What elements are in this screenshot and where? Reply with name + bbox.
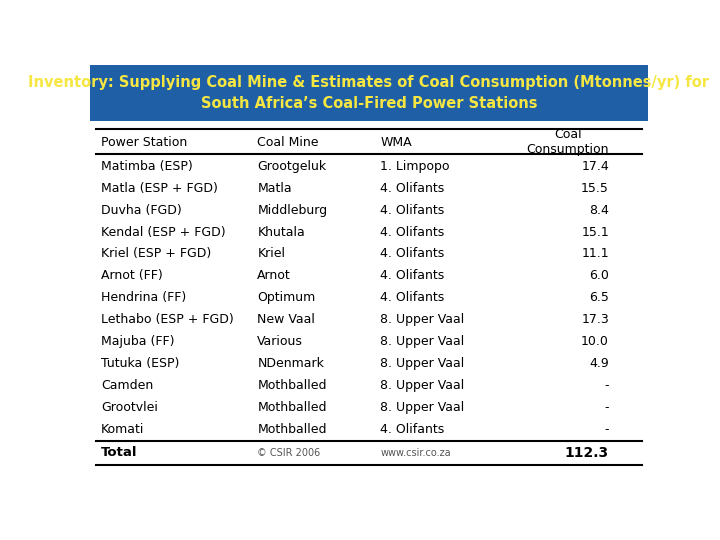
Text: 11.1: 11.1 [581, 247, 609, 260]
Text: 15.5: 15.5 [581, 182, 609, 195]
Text: 1. Limpopo: 1. Limpopo [380, 160, 450, 173]
Text: New Vaal: New Vaal [258, 313, 315, 326]
Text: Matla: Matla [258, 182, 292, 195]
Text: Tutuka (ESP): Tutuka (ESP) [101, 357, 179, 370]
Text: Kriel: Kriel [258, 247, 285, 260]
Text: -: - [605, 379, 609, 392]
Text: Mothballed: Mothballed [258, 379, 327, 392]
Text: www.csir.co.za: www.csir.co.za [380, 448, 451, 458]
Text: Komati: Komati [101, 423, 145, 436]
Text: Mothballed: Mothballed [258, 423, 327, 436]
Text: Matla (ESP + FGD): Matla (ESP + FGD) [101, 182, 218, 195]
Text: Arnot: Arnot [258, 269, 291, 282]
Text: Grootvlei: Grootvlei [101, 401, 158, 414]
Text: 4. Olifants: 4. Olifants [380, 269, 444, 282]
Text: 17.3: 17.3 [581, 313, 609, 326]
Text: Lethabo (ESP + FGD): Lethabo (ESP + FGD) [101, 313, 234, 326]
Text: 8. Upper Vaal: 8. Upper Vaal [380, 335, 464, 348]
Text: Mothballed: Mothballed [258, 401, 327, 414]
Text: 6.0: 6.0 [589, 269, 609, 282]
Text: 8.4: 8.4 [589, 204, 609, 217]
Text: 8. Upper Vaal: 8. Upper Vaal [380, 401, 464, 414]
Text: 17.4: 17.4 [581, 160, 609, 173]
Text: 4. Olifants: 4. Olifants [380, 423, 444, 436]
Text: Camden: Camden [101, 379, 153, 392]
FancyBboxPatch shape [90, 65, 648, 121]
Text: 8. Upper Vaal: 8. Upper Vaal [380, 379, 464, 392]
Text: South Africa’s Coal-Fired Power Stations: South Africa’s Coal-Fired Power Stations [201, 96, 537, 111]
Text: Coal
Consumption: Coal Consumption [526, 129, 609, 157]
Text: WMA: WMA [380, 136, 412, 149]
Text: 6.5: 6.5 [589, 291, 609, 304]
Text: Khutala: Khutala [258, 226, 305, 239]
Text: Total: Total [101, 446, 138, 459]
Text: NDenmark: NDenmark [258, 357, 324, 370]
Text: 8. Upper Vaal: 8. Upper Vaal [380, 313, 464, 326]
Text: Power Station: Power Station [101, 136, 187, 149]
Text: 4. Olifants: 4. Olifants [380, 247, 444, 260]
Text: Duvha (FGD): Duvha (FGD) [101, 204, 182, 217]
Text: Coal Mine: Coal Mine [258, 136, 319, 149]
Text: 112.3: 112.3 [564, 446, 609, 460]
Text: Matimba (ESP): Matimba (ESP) [101, 160, 193, 173]
Text: 10.0: 10.0 [581, 335, 609, 348]
Text: Optimum: Optimum [258, 291, 315, 304]
Text: Middleburg: Middleburg [258, 204, 328, 217]
Text: Hendrina (FF): Hendrina (FF) [101, 291, 186, 304]
Text: Inventory: Supplying Coal Mine & Estimates of Coal Consumption (Mtonnes/yr) for: Inventory: Supplying Coal Mine & Estimat… [29, 75, 709, 90]
Text: -: - [605, 401, 609, 414]
Text: Arnot (FF): Arnot (FF) [101, 269, 163, 282]
Text: 4.9: 4.9 [589, 357, 609, 370]
Text: 4. Olifants: 4. Olifants [380, 182, 444, 195]
Text: Various: Various [258, 335, 303, 348]
Text: 4. Olifants: 4. Olifants [380, 291, 444, 304]
Text: Majuba (FF): Majuba (FF) [101, 335, 175, 348]
Text: -: - [605, 423, 609, 436]
Text: 8. Upper Vaal: 8. Upper Vaal [380, 357, 464, 370]
Text: Grootgeluk: Grootgeluk [258, 160, 327, 173]
Text: © CSIR 2006: © CSIR 2006 [258, 448, 320, 458]
Text: Kriel (ESP + FGD): Kriel (ESP + FGD) [101, 247, 212, 260]
Text: Kendal (ESP + FGD): Kendal (ESP + FGD) [101, 226, 226, 239]
Text: 4. Olifants: 4. Olifants [380, 226, 444, 239]
Text: 4. Olifants: 4. Olifants [380, 204, 444, 217]
Text: 15.1: 15.1 [581, 226, 609, 239]
